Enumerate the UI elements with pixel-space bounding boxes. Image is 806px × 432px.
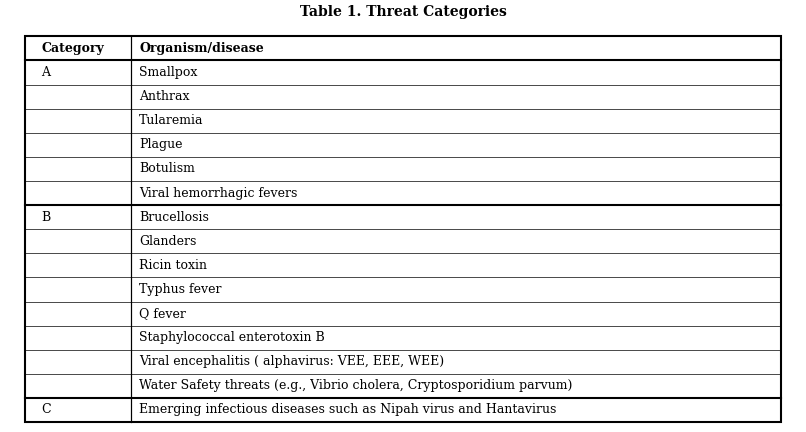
Text: Viral hemorrhagic fevers: Viral hemorrhagic fevers [139,187,297,200]
Text: Emerging infectious diseases such as Nipah virus and Hantavirus: Emerging infectious diseases such as Nip… [139,403,557,416]
Text: Glanders: Glanders [139,235,197,248]
Text: Category: Category [41,42,104,55]
Text: Tularemia: Tularemia [139,114,204,127]
Text: Staphylococcal enterotoxin B: Staphylococcal enterotoxin B [139,331,325,344]
Text: Brucellosis: Brucellosis [139,211,209,224]
Text: Water Safety threats (e.g., Vibrio cholera, Cryptosporidium parvum): Water Safety threats (e.g., Vibrio chole… [139,379,572,392]
Text: Botulism: Botulism [139,162,195,175]
Text: B: B [41,211,51,224]
Text: A: A [41,66,50,79]
Text: Plague: Plague [139,138,183,151]
Text: Table 1. Threat Categories: Table 1. Threat Categories [300,5,506,19]
Text: Smallpox: Smallpox [139,66,197,79]
Text: Anthrax: Anthrax [139,90,189,103]
Text: Typhus fever: Typhus fever [139,283,222,296]
Text: Viral encephalitis ( alphavirus: VEE, EEE, WEE): Viral encephalitis ( alphavirus: VEE, EE… [139,355,444,368]
Text: Q fever: Q fever [139,307,186,320]
Text: Ricin toxin: Ricin toxin [139,259,207,272]
Text: Organism/disease: Organism/disease [139,42,264,55]
Text: C: C [41,403,51,416]
